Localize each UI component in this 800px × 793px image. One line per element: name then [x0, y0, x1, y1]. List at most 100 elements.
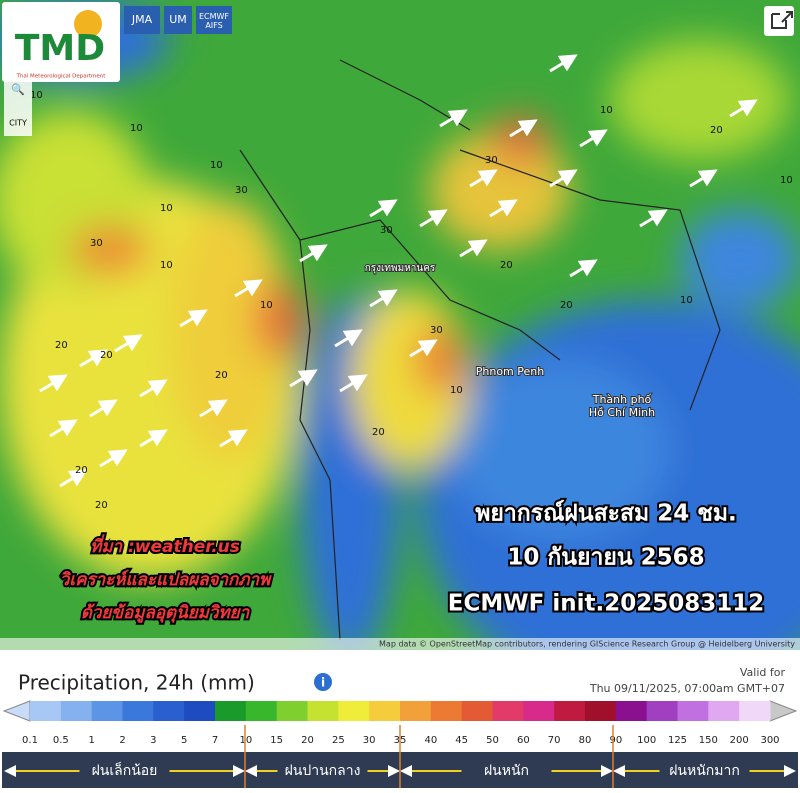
colorbar-cell	[215, 701, 247, 721]
colorbar-cell	[615, 701, 648, 721]
attribution: Map data © OpenStreetMap contributors, r…	[379, 640, 795, 649]
model-button[interactable]	[164, 6, 192, 34]
share-button[interactable]	[764, 6, 794, 36]
scale-tick: 1	[88, 735, 94, 746]
contour-label: 20	[55, 340, 68, 351]
contour-label: 10	[260, 300, 273, 311]
map: 30 10 20 10 30 20 10 30 20 10 20 10 30 20 10 20 30 10 20 10…	[0, 0, 800, 700]
scale-tick: 3	[150, 735, 156, 746]
contour-label: 20	[75, 465, 88, 476]
scale-tick: 0.1	[22, 735, 38, 746]
logo-text: TMD	[15, 28, 105, 69]
contour-label: 10	[130, 123, 143, 134]
colorbar-cell	[60, 701, 93, 721]
contour-label: 20	[560, 300, 573, 311]
scale-tick: 70	[548, 735, 561, 746]
contour-label: 10	[160, 260, 173, 271]
wind-arrow	[639, 209, 668, 228]
colorbar-cell	[153, 701, 185, 721]
contour-label: 20	[215, 370, 228, 381]
scale-tick: 40	[424, 735, 437, 746]
wind-arrow	[419, 209, 448, 228]
colorbar-cell	[338, 701, 370, 721]
contour-label: 20	[100, 350, 113, 361]
wind-arrow	[199, 399, 228, 418]
scale-tick: 25	[332, 735, 345, 746]
scale-tick: 200	[730, 735, 749, 746]
wind-arrow	[489, 199, 518, 218]
colorbar-cell	[122, 701, 154, 721]
model-button[interactable]	[124, 6, 160, 34]
contour-label: 10	[30, 90, 43, 101]
contour-label: 10	[210, 160, 223, 171]
wind-arrow	[139, 379, 168, 398]
scale-tick: 10	[239, 735, 252, 746]
wind-arrow	[299, 244, 328, 263]
scale-tick: 150	[699, 735, 718, 746]
colorbar-cell	[276, 701, 308, 721]
scale-tick: 0.5	[53, 735, 69, 746]
colorbar-cell	[523, 701, 555, 721]
scale-tick: 50	[486, 735, 499, 746]
contour-label: 20	[372, 427, 385, 438]
legend-title: Precipitation, 24h (mm)	[18, 671, 255, 695]
contour-label: 30	[235, 185, 248, 196]
scale-tick: 20	[301, 735, 314, 746]
info-button[interactable]: i	[321, 676, 325, 690]
place-label: กรุงเทพมหานคร	[365, 263, 436, 274]
scale-tick: 300	[760, 735, 779, 746]
overlay-data: ด้วยข้อมูลอุตุนิยมวิทยา	[81, 603, 251, 623]
wind-arrow	[89, 399, 118, 418]
colorbar-cell	[91, 701, 123, 721]
wind-arrow	[409, 339, 438, 358]
rain-category: ฝนหนักมาก	[669, 763, 740, 779]
contour-label: 10	[450, 385, 463, 396]
contour-label: 30	[430, 325, 443, 336]
contour-label: 30	[485, 155, 498, 166]
zoom-panel[interactable]	[4, 78, 32, 136]
wind-arrow	[569, 259, 598, 278]
overlay-analysis: วิเคราะห์และแปลผลจากภาพ	[60, 569, 272, 590]
wind-arrow	[439, 109, 468, 128]
model-label: UM	[169, 13, 187, 26]
model-label: ECMWF AIFS	[199, 12, 229, 30]
valid-label: Valid for	[740, 666, 786, 679]
colorbar-cell	[461, 701, 493, 721]
scale-tick: 45	[455, 735, 468, 746]
wind-arrow	[369, 289, 398, 308]
overlay-date: 10 กันยายน 2568	[507, 545, 704, 571]
valid-time: Thu 09/11/2025, 07:00am GMT+07	[589, 682, 785, 695]
wind-arrow	[114, 334, 143, 353]
model-button[interactable]	[196, 6, 232, 34]
wind-arrow	[459, 239, 488, 258]
overlay-headline: พยากรณ์ฝนสะสม 24 ชม.	[475, 500, 737, 527]
logo: TMD Thai Meteorological Department	[2, 2, 120, 82]
scale-tick: 15	[270, 735, 283, 746]
colorbar-cell	[400, 701, 432, 721]
scale-tick: 90	[609, 735, 622, 746]
city-button[interactable]: CITY	[9, 119, 27, 128]
scale-tick: 125	[668, 735, 687, 746]
contour-label: 30	[380, 225, 393, 236]
wind-arrow	[289, 369, 318, 388]
colorbar-cell	[646, 701, 678, 721]
wind-arrow	[139, 429, 168, 448]
wind-arrow	[99, 449, 128, 468]
contour-label: 20	[500, 260, 513, 271]
wind-arrow	[549, 169, 578, 188]
wind-arrow	[729, 99, 758, 118]
wind-arrow	[579, 129, 608, 148]
wind-arrow	[369, 199, 398, 218]
colorbar-cell	[708, 701, 740, 721]
scale-tick: 80	[579, 735, 592, 746]
legend: Precipitation, 24h (mm) i Valid for Thu …	[0, 650, 800, 789]
wind-arrow	[549, 54, 578, 73]
wind-arrow	[339, 374, 368, 393]
colorbar-cell	[430, 701, 463, 721]
wind-arrow	[179, 309, 208, 328]
scale-tick: 100	[637, 735, 656, 746]
scale-tick: 7	[212, 735, 218, 746]
wind-arrow	[334, 329, 363, 348]
